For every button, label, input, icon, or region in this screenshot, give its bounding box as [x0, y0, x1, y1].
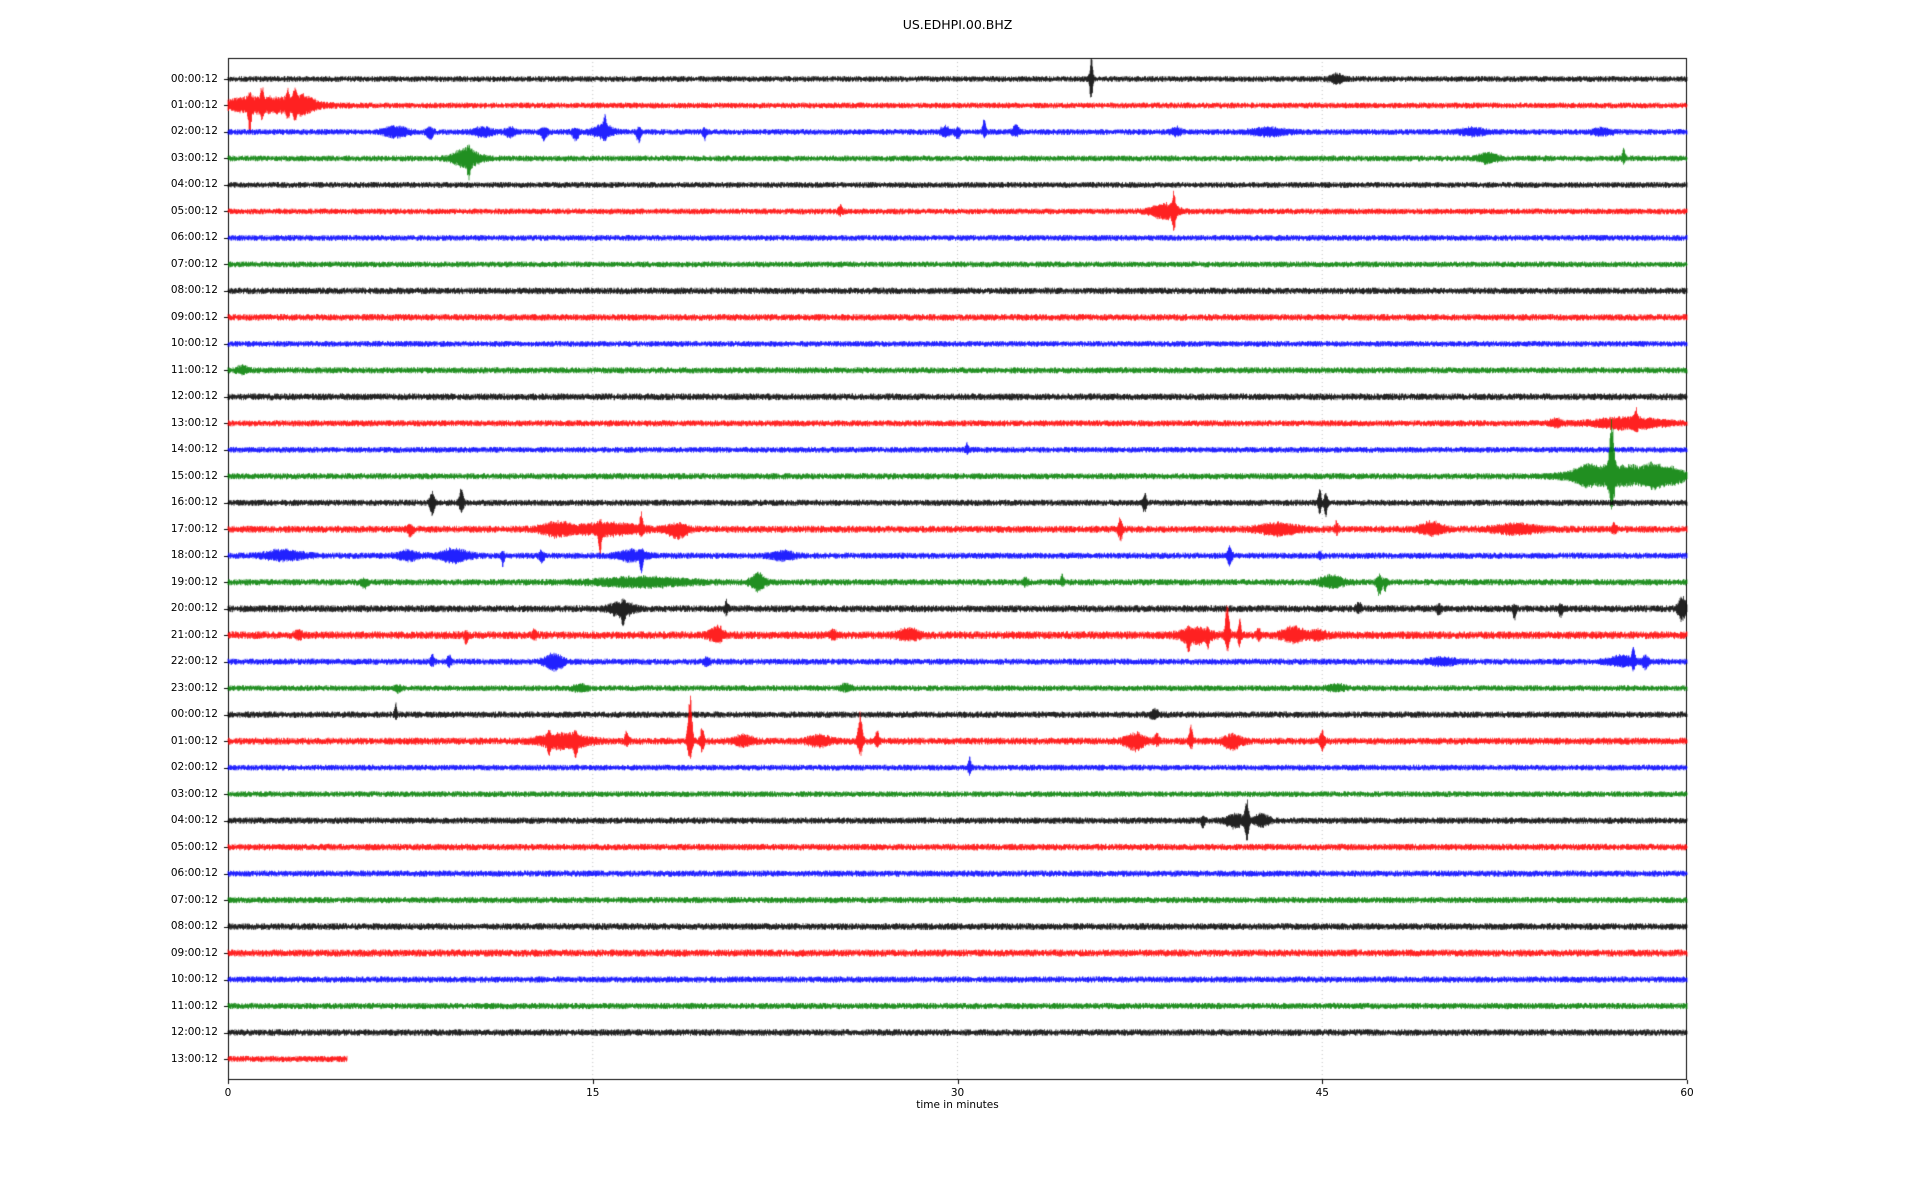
trace-label: 13:00:12 [170, 416, 218, 429]
x-axis-label: time in minutes [916, 1099, 999, 1111]
trace-label: 17:00:12 [170, 522, 218, 535]
trace-label: 13:00:12 [170, 1052, 218, 1065]
trace-label: 21:00:12 [170, 628, 218, 641]
trace-label: 08:00:12 [170, 284, 218, 297]
trace-label: 14:00:12 [170, 443, 218, 456]
trace-label: 05:00:12 [170, 840, 218, 853]
trace-label: 20:00:12 [170, 602, 218, 615]
trace-label: 01:00:12 [170, 98, 218, 111]
trace-label: 16:00:12 [170, 496, 218, 509]
trace-label: 11:00:12 [170, 999, 218, 1012]
x-tick-label: 15 [586, 1087, 600, 1099]
trace-label: 09:00:12 [170, 946, 218, 959]
trace-label: 11:00:12 [170, 363, 218, 376]
trace-label: 09:00:12 [170, 310, 218, 323]
trace-label: 00:00:12 [170, 708, 218, 721]
x-tick-label: 60 [1680, 1087, 1694, 1099]
trace-label: 18:00:12 [170, 549, 218, 562]
trace-label: 10:00:12 [170, 973, 218, 986]
trace-label: 06:00:12 [170, 231, 218, 244]
trace-label: 07:00:12 [170, 893, 218, 906]
trace-label: 04:00:12 [170, 178, 218, 191]
x-tick-label: 0 [224, 1087, 232, 1099]
trace-label: 03:00:12 [170, 787, 218, 800]
trace-label: 23:00:12 [170, 681, 218, 694]
trace-label: 04:00:12 [170, 814, 218, 827]
trace-label: 05:00:12 [170, 204, 218, 217]
trace-label: 19:00:12 [170, 575, 218, 588]
trace-label: 10:00:12 [170, 337, 218, 350]
trace-label: 02:00:12 [170, 761, 218, 774]
trace-label: 12:00:12 [170, 390, 218, 403]
trace-label: 22:00:12 [170, 655, 218, 668]
trace-label: 15:00:12 [170, 469, 218, 482]
trace-label: 12:00:12 [170, 1026, 218, 1038]
x-tick-label: 45 [1315, 1087, 1329, 1099]
trace-label: 06:00:12 [170, 867, 218, 880]
trace-label: 08:00:12 [170, 920, 218, 933]
trace-label: 07:00:12 [170, 257, 218, 270]
trace-label: 00:00:12 [170, 72, 218, 85]
trace-label: 01:00:12 [170, 734, 218, 747]
trace-label: 02:00:12 [170, 125, 218, 138]
x-tick-label: 30 [950, 1087, 965, 1099]
trace-label: 03:00:12 [170, 151, 218, 164]
